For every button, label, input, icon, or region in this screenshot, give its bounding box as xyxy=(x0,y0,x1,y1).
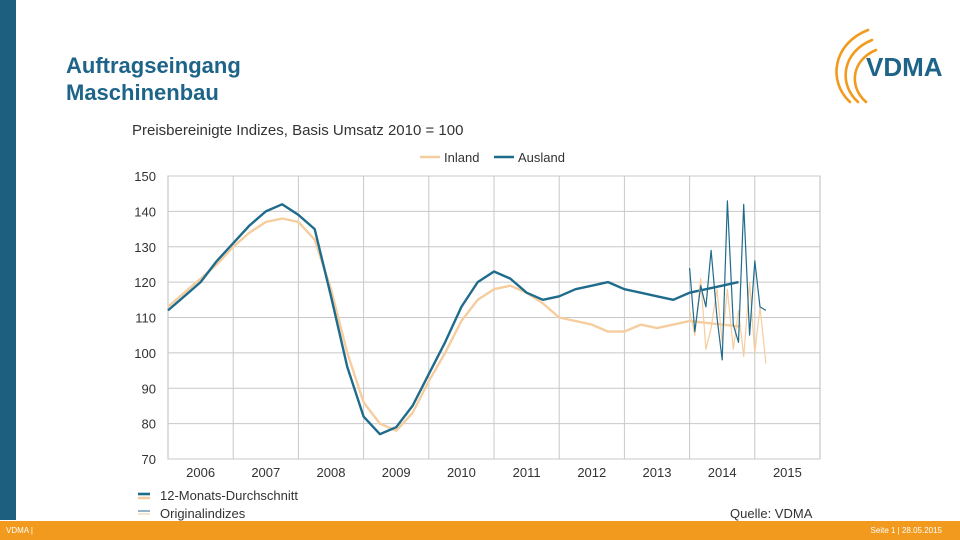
y-tick-label: 100 xyxy=(134,346,156,361)
y-tick-label: 90 xyxy=(142,381,156,396)
x-tick-label: 2009 xyxy=(382,465,411,480)
vdma-logo: VDMA xyxy=(835,28,943,104)
logo-text: VDMA xyxy=(866,52,943,82)
x-tick-label: 2014 xyxy=(708,465,737,480)
y-tick-label: 80 xyxy=(142,417,156,432)
legend-label-inland: Inland xyxy=(444,150,479,165)
y-tick-label: 130 xyxy=(134,240,156,255)
left-accent-bar xyxy=(0,0,16,520)
x-tick-label: 2007 xyxy=(251,465,280,480)
y-tick-label: 150 xyxy=(134,169,156,184)
legend-original-label: Originalindizes xyxy=(160,506,246,521)
y-tick-label: 140 xyxy=(134,204,156,219)
footer-left-text: VDMA | xyxy=(6,526,33,535)
x-tick-label: 2015 xyxy=(773,465,802,480)
legend-12-month-label: 12-Monats-Durchschnitt xyxy=(160,488,298,503)
y-tick-label: 110 xyxy=(135,311,156,326)
legend-label-ausland: Ausland xyxy=(518,150,565,165)
series-line-ausland-original xyxy=(689,200,767,361)
title-line-1: Auftragseingang xyxy=(66,53,241,78)
series-line-inland-original xyxy=(689,278,767,364)
title-line-2: Maschinenbau xyxy=(66,80,219,105)
source-label: Quelle: VDMA xyxy=(730,506,813,521)
footer-bar: VDMA | Seite 1 | 28.05.2015 xyxy=(0,521,960,540)
footer-page-info: Seite 1 | 28.05.2015 xyxy=(870,526,942,535)
x-tick-label: 2010 xyxy=(447,465,476,480)
chart-subtitle: Preisbereinigte Indizes, Basis Umsatz 20… xyxy=(132,122,464,139)
series-line-ausland-12m xyxy=(167,203,739,436)
x-tick-label: 2012 xyxy=(577,465,606,480)
slide-title: Auftragseingang Maschinenbau xyxy=(66,52,241,106)
x-tick-label: 2008 xyxy=(317,465,346,480)
x-tick-label: 2013 xyxy=(643,465,672,480)
line-chart: 70 80 90 100 110 120 130 140 150 2006 2007 2008 2009… xyxy=(134,150,821,515)
series-line-inland-12m xyxy=(167,217,739,432)
x-tick-label: 2011 xyxy=(513,465,541,480)
y-tick-label: 120 xyxy=(134,275,156,290)
y-tick-label: 70 xyxy=(142,452,156,467)
x-tick-label: 2006 xyxy=(186,465,215,480)
